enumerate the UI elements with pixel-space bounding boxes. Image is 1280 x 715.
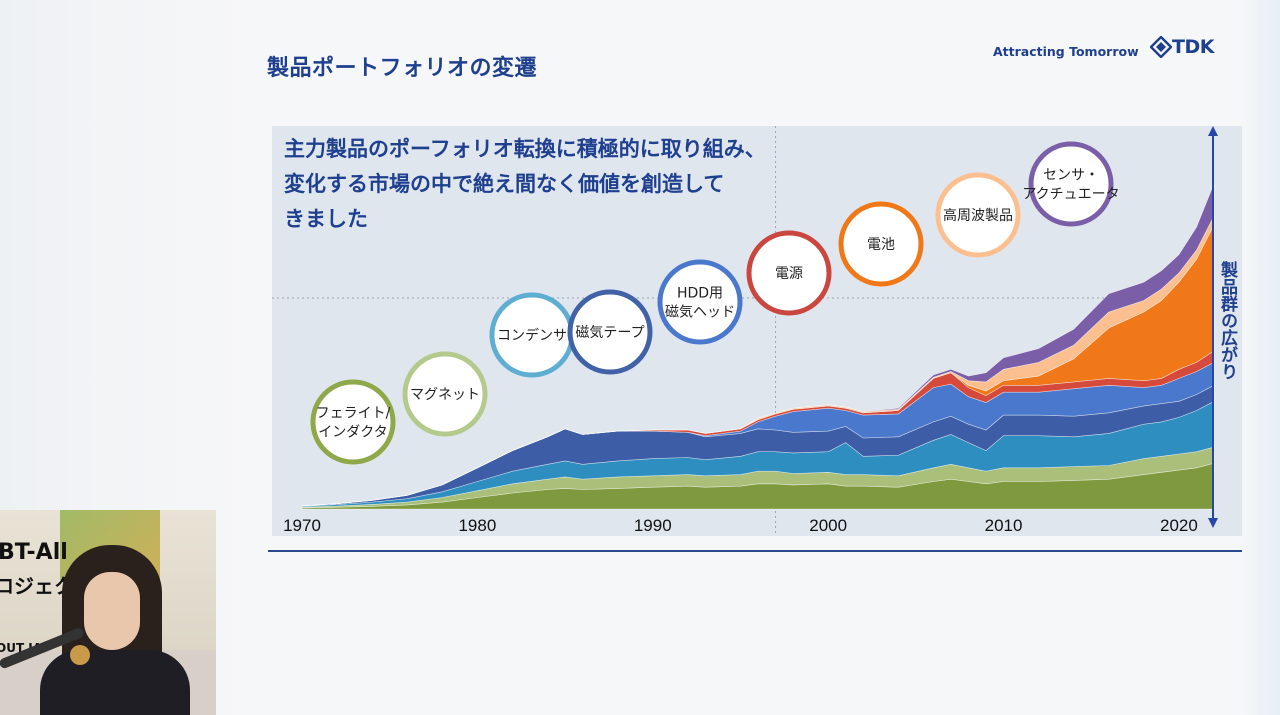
milestone-label: 電池: [867, 237, 895, 253]
brand-slogan: Attracting Tomorrow: [993, 44, 1139, 59]
right-decoration: [1240, 0, 1280, 715]
x-tick-label: 2010: [985, 516, 1023, 535]
chart-subtitle-line: きました: [284, 207, 368, 231]
milestone-bubble: [567, 289, 653, 375]
x-tick-label: 1980: [458, 516, 496, 535]
milestone-label: 磁気テープ: [575, 325, 644, 341]
webcam-sign-text: ロジェク: [0, 574, 74, 598]
milestone-bubble: [1028, 141, 1114, 227]
milestone-label: HDD用: [677, 286, 723, 302]
chart-subtitle-line: 主力製品のポーフォリオ転換に積極的に取り組み、: [284, 137, 766, 161]
milestone-label: 高周波製品: [943, 207, 1013, 224]
tdk-logo-icon: [1150, 36, 1172, 58]
microphone-icon: [70, 645, 90, 665]
milestone-bubble: [402, 351, 488, 437]
arrow-up-icon: [1208, 126, 1218, 136]
arrow-down-icon: [1208, 518, 1218, 528]
milestone-label: アクチュエータ: [1022, 187, 1119, 203]
bottom-rule: [268, 550, 1242, 552]
milestone-bubble: [746, 230, 832, 316]
milestone-label: フェライト/: [316, 406, 391, 422]
tdk-logo-text: TDK: [1172, 36, 1214, 58]
x-tick-label: 2000: [809, 516, 847, 535]
milestone-bubble: [838, 201, 924, 287]
presenter-body: [40, 650, 190, 715]
milestone-label: インダクタ: [318, 425, 387, 441]
milestone-label: 電源: [775, 266, 803, 282]
milestone-label: 磁気ヘッド: [665, 305, 735, 321]
x-tick-label: 1970: [283, 516, 321, 535]
webcam-sign-text: BT-All: [0, 540, 68, 565]
webcam-overlay: BT-All ロジェク OUT JA: [0, 510, 216, 715]
slide-title: 製品ポートフォリオの変遷: [267, 56, 538, 81]
x-tick-label: 2020: [1160, 516, 1198, 535]
y-axis-label: 製品群の広がり: [1217, 260, 1239, 380]
x-tick-label: 1990: [634, 516, 672, 535]
milestone-label: マグネット: [410, 387, 480, 403]
milestone-bubble: [657, 259, 743, 345]
milestone-label: センサ・: [1043, 168, 1099, 184]
milestone-bubble: [310, 379, 396, 465]
portfolio-area-chart: 1970 1980 1990 2000 2010 2020 製品群の広がり 主力製品のポーフォ…: [272, 126, 1239, 536]
chart-panel: 1970 1980 1990 2000 2010 2020 製品群の広がり 主力製品のポーフォ…: [272, 126, 1242, 536]
milestone-bubble: [935, 172, 1021, 258]
milestone-label: コンデンサ: [497, 327, 567, 344]
presenter-face: [84, 572, 140, 650]
chart-subtitle-line: 変化する市場の中で絶え間なく価値を創造して: [284, 172, 724, 196]
